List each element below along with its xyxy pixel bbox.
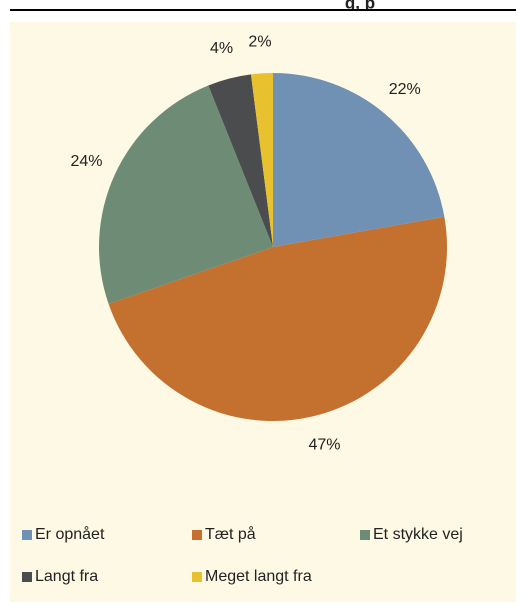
legend-swatch: [192, 530, 202, 540]
legend-label: Langt fra: [35, 568, 98, 585]
legend-swatch: [192, 572, 202, 582]
data-label: 47%: [308, 437, 340, 454]
data-label: 2%: [248, 34, 271, 51]
data-label: 24%: [71, 153, 103, 170]
data-label: 22%: [389, 81, 421, 98]
pie-slice: [273, 73, 445, 247]
pie-slice: [208, 74, 273, 247]
legend-swatch: [360, 530, 370, 540]
legend-label: Er opnået: [35, 525, 105, 543]
chart-title: g, p: [345, 0, 375, 12]
data-label: 4%: [210, 40, 233, 57]
legend-swatch: [22, 572, 32, 582]
legend-label: Tæt på: [205, 525, 256, 543]
legend-label: Et stykke vej: [373, 526, 463, 543]
pie-slice: [250, 73, 273, 247]
legend-swatch: [22, 530, 32, 540]
pie-slice: [108, 216, 447, 421]
legend-label: Meget langt fra: [205, 568, 312, 585]
pie-slice: [99, 85, 273, 304]
